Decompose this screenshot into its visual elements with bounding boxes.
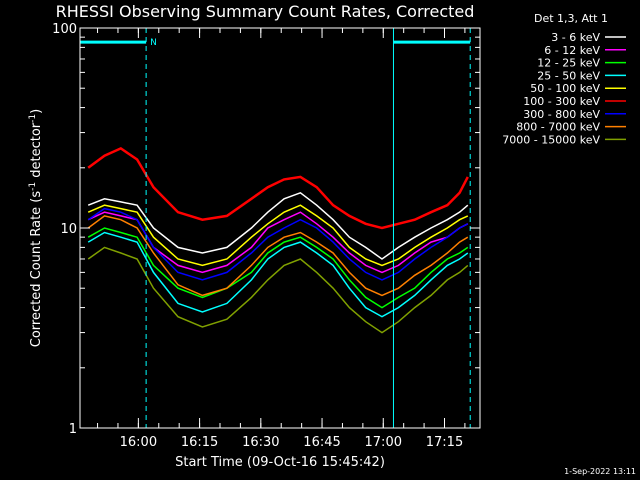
legend-label-9: 7000 - 15000 keV <box>502 133 600 146</box>
legend-title: Det 1,3, Att 1 <box>534 12 608 25</box>
series-line-5 <box>87 204 469 267</box>
x-axis-label: Start Time (09-Oct-16 15:45:42) <box>175 455 385 470</box>
y-tick-label-3: 100 <box>52 22 77 37</box>
legend-label-7: 300 - 800 keV <box>523 108 600 121</box>
timestamp: 1-Sep-2022 13:11 <box>564 467 636 476</box>
y-tick-label-2: 10 <box>60 222 77 237</box>
x-tick-label-3: 16:30 <box>242 435 279 450</box>
legend-label-2: 6 - 12 keV <box>544 44 600 57</box>
chart-title: RHESSI Observing Summary Count Rates, Co… <box>56 2 475 21</box>
y-axis-label-sup1: -1 <box>28 182 38 191</box>
y-axis-label-end: ) <box>29 109 44 114</box>
series-line-9 <box>87 246 469 334</box>
x-tick-label-2: 16:15 <box>181 435 218 450</box>
series-layer <box>87 146 469 334</box>
series-line-1 <box>87 191 469 260</box>
flag-label: N <box>150 38 157 48</box>
series-line-6 <box>87 146 469 230</box>
series-line-7 <box>87 207 469 281</box>
y-tick-label-1: 1 <box>69 422 77 437</box>
legend-label-1: 3 - 6 keV <box>551 31 600 44</box>
y-axis-label-sup2: -1 <box>28 114 38 123</box>
series-line-4 <box>87 231 469 318</box>
y-axis-label: Corrected Count Rate (s-1 detector-1) <box>28 109 44 347</box>
series-line-8 <box>87 215 469 297</box>
x-tick-label-4: 16:45 <box>303 435 340 450</box>
legend-label-4: 25 - 50 keV <box>537 69 600 82</box>
legend-label-3: 12 - 25 keV <box>537 57 600 70</box>
y-axis-label-mid: detector <box>29 122 44 182</box>
series-line-3 <box>87 227 469 309</box>
y-axis: 1 10 100 <box>52 22 480 437</box>
x-axis: 16:00 16:15 16:30 16:45 17:00 17:15 <box>97 28 466 450</box>
legend-label-6: 100 - 300 keV <box>523 95 600 108</box>
x-tick-label-6: 17:15 <box>426 435 463 450</box>
legend-label-5: 50 - 100 keV <box>530 82 600 95</box>
legend-label-8: 800 - 7000 keV <box>516 121 600 134</box>
x-tick-label-5: 17:00 <box>365 435 402 450</box>
y-axis-label-main: Corrected Count Rate (s <box>29 191 44 348</box>
x-tick-label-1: 16:00 <box>120 435 157 450</box>
